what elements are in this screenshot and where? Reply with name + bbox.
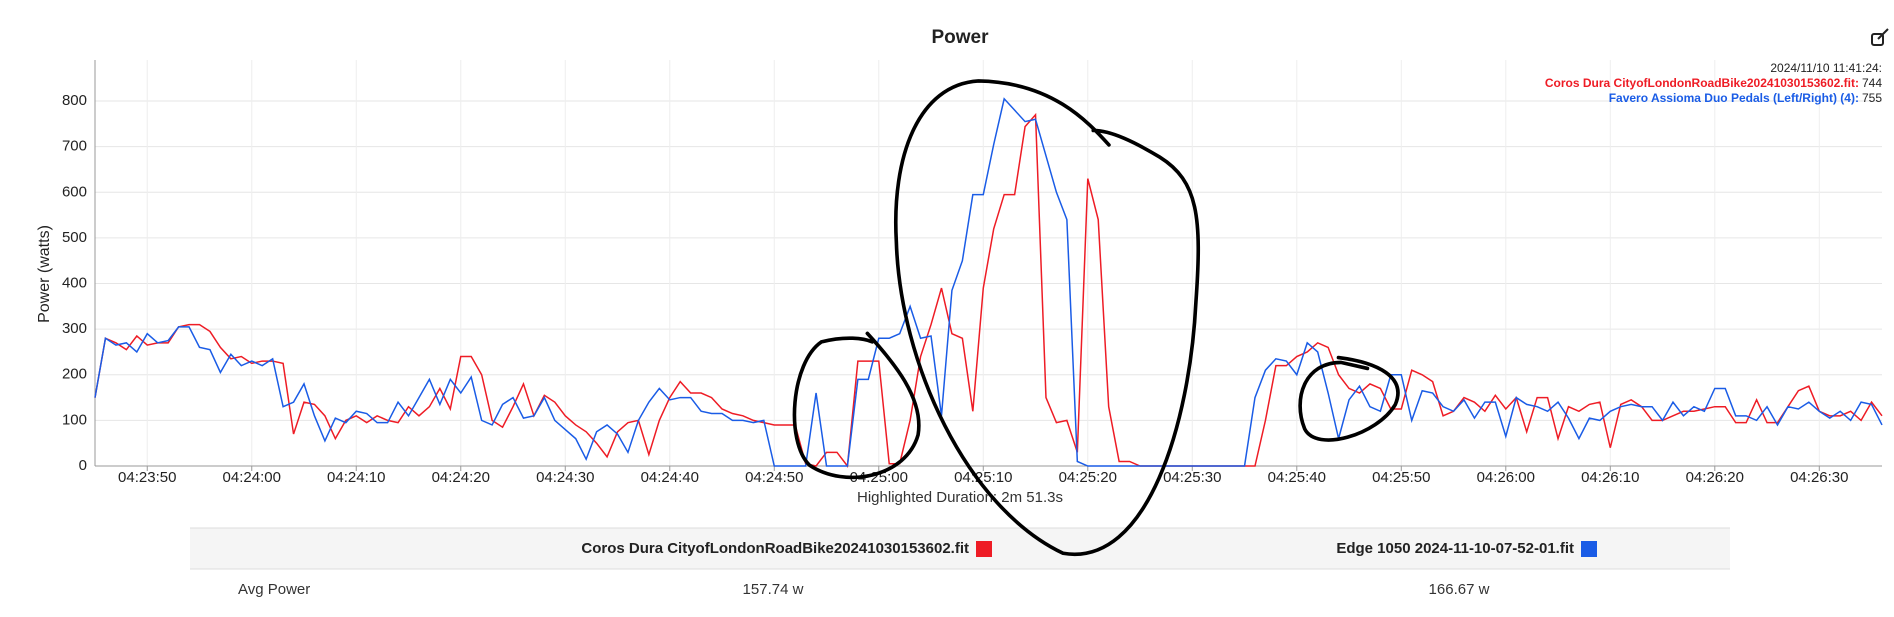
tooltip-entry: Coros Dura CityofLondonRoadBike202410301… (1545, 76, 1882, 90)
x-tick-label: 04:24:50 (745, 469, 803, 486)
tooltip-value: 744 (1862, 76, 1882, 90)
x-tick-label: 04:25:40 (1268, 469, 1326, 486)
x-tick-label: 04:23:50 (118, 469, 176, 486)
y-tick-label: 400 (62, 274, 87, 291)
y-tick-label: 700 (62, 138, 87, 155)
x-tick-label: 04:24:00 (223, 469, 281, 486)
y-tick-label: 800 (62, 92, 87, 109)
tooltip: 2024/11/10 11:41:24:Coros Dura CityofLon… (1545, 61, 1882, 105)
chart-title: Power (931, 27, 989, 48)
legend-swatch (1581, 541, 1597, 557)
annotation-circle (893, 79, 1201, 557)
annotation-circle (792, 331, 921, 480)
x-tick-label: 04:25:30 (1163, 469, 1221, 486)
x-tick-label: 04:25:50 (1372, 469, 1430, 486)
y-tick-label: 500 (62, 229, 87, 246)
x-tick-label: 04:26:30 (1790, 469, 1848, 486)
edit-pen (1877, 28, 1889, 40)
y-axis-label: Power (watts) (36, 225, 53, 323)
x-tick-label: 04:26:20 (1686, 469, 1744, 486)
x-tick-label: 04:25:10 (954, 469, 1012, 486)
tooltip-label: Favero Assioma Duo Pedals (Left/Right) (… (1609, 91, 1859, 105)
series-line (94, 97, 1883, 467)
tooltip-label: Coros Dura CityofLondonRoadBike202410301… (1545, 76, 1859, 90)
table-cell: 166.67 w (1429, 581, 1490, 598)
tooltip-entry: Favero Assioma Duo Pedals (Left/Right) (… (1609, 91, 1883, 105)
y-tick-label: 200 (62, 366, 87, 383)
x-tick-label: 04:25:00 (850, 469, 908, 486)
x-tick-label: 04:26:00 (1477, 469, 1535, 486)
y-tick-label: 600 (62, 183, 87, 200)
x-tick-label: 04:24:10 (327, 469, 385, 486)
x-tick-label: 04:24:20 (432, 469, 490, 486)
legend-swatch (976, 541, 992, 557)
y-tick-label: 300 (62, 320, 87, 337)
plot-area: 0 100 200 300 400 500 600 700 800 04:23:50 04:24:0… (62, 60, 1883, 486)
tooltip-time: 2024/11/10 11:41:24: (1770, 61, 1882, 75)
table-header: Coros Dura CityofLondonRoadBike202410301… (581, 540, 969, 557)
table-header: Edge 1050 2024-11-10-07-52-01.fit (1336, 540, 1574, 557)
series-line (94, 112, 1883, 468)
x-tick-label: 04:26:10 (1581, 469, 1639, 486)
y-tick-label: 100 (62, 411, 87, 428)
table-header-band (190, 528, 1730, 569)
edit-box (1871, 33, 1884, 46)
x-tick-label: 04:24:30 (536, 469, 594, 486)
table-cell: Avg Power (238, 581, 310, 598)
y-tick-label: 0 (79, 457, 87, 474)
highlight-duration: Highlighted Duration: 2m 51.3s (857, 489, 1063, 506)
hand-drawn-annotations (792, 79, 1400, 557)
x-tick-label: 04:25:20 (1059, 469, 1117, 486)
annotation-circle (1298, 355, 1400, 442)
tooltip-value: 755 (1862, 91, 1882, 105)
edit-icon[interactable] (1871, 28, 1889, 46)
table-cell: 157.74 w (743, 581, 804, 598)
x-tick-label: 04:24:40 (641, 469, 699, 486)
stats-table: Coros Dura CityofLondonRoadBike202410301… (238, 540, 1597, 598)
